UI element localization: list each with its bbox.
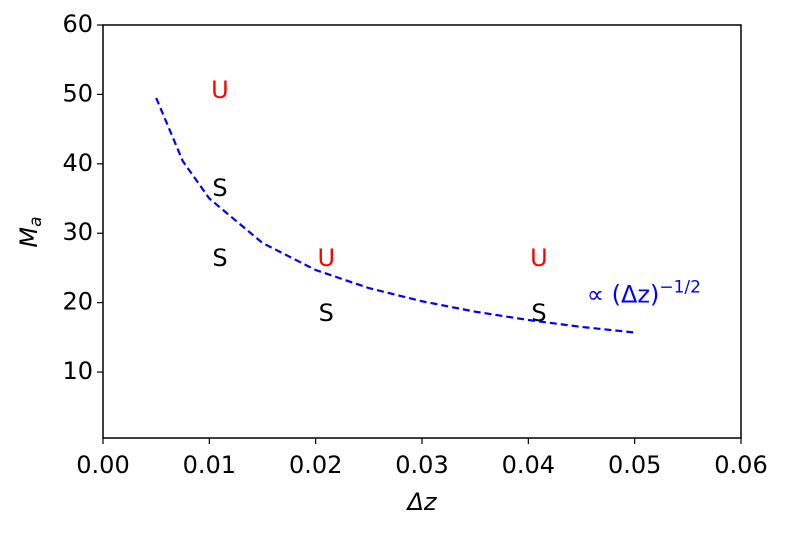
- point-marker: S: [212, 174, 227, 202]
- annotation-superscript: −1/2: [659, 278, 701, 298]
- y-tick-label: 10: [62, 357, 93, 385]
- y-tick-label: 30: [62, 218, 93, 246]
- point-marker: U: [530, 244, 548, 272]
- x-tick-label: 0.06: [714, 451, 767, 479]
- point-marker: U: [211, 76, 229, 104]
- plot-frame: [102, 24, 742, 439]
- point-marker: S: [212, 244, 227, 272]
- x-tick-label: 0.05: [608, 451, 661, 479]
- dashed-curve: [155, 97, 635, 334]
- y-tick-label: 40: [62, 149, 93, 177]
- x-tick-label: 0.04: [502, 451, 555, 479]
- y-axis-label: Ma: [15, 216, 46, 247]
- x-axis-label: Δz: [405, 488, 437, 516]
- x-tick-label: 0.00: [76, 451, 129, 479]
- y-tick-label: 60: [62, 10, 93, 38]
- x-tick-label: 0.03: [395, 451, 448, 479]
- y-tick-label: 20: [62, 288, 93, 316]
- y-axis-label-sub: a: [26, 216, 46, 226]
- y-axis-label-group: Ma: [15, 216, 46, 247]
- y-tick-label: 50: [62, 79, 93, 107]
- y-axis-label-main: M: [15, 227, 43, 248]
- x-tick-label: 0.02: [289, 451, 342, 479]
- annotation: ∝ (Δz)−1/2: [587, 278, 701, 309]
- point-marker: U: [318, 244, 336, 272]
- point-marker: S: [531, 299, 546, 327]
- point-marker: S: [319, 299, 334, 327]
- x-tick-label: 0.01: [183, 451, 236, 479]
- annotation-text: ∝ (Δz): [587, 281, 660, 309]
